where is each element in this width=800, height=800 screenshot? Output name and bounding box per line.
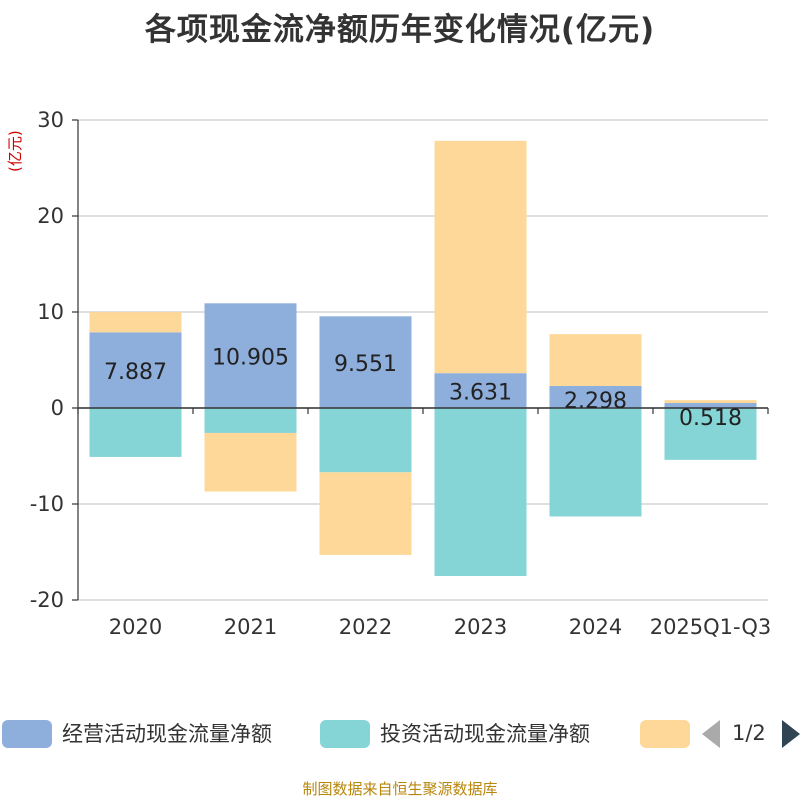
positive-bars bbox=[89, 140, 757, 408]
y-tick-label: 30 bbox=[37, 108, 64, 132]
y-tick-label: -10 bbox=[30, 492, 64, 516]
bar-series-1 bbox=[89, 332, 182, 408]
chart-title: 各项现金流净额历年变化情况(亿元) bbox=[144, 12, 656, 48]
y-tick-label: 10 bbox=[37, 300, 64, 324]
x-tick-label: 2022 bbox=[339, 615, 392, 639]
legend-prev-arrow-icon[interactable] bbox=[702, 720, 720, 748]
bar-series-3 bbox=[434, 140, 527, 374]
bar-series-3 bbox=[549, 334, 642, 386]
legend-swatch bbox=[640, 720, 690, 748]
bar-series-2 bbox=[664, 408, 757, 460]
bar-series-3 bbox=[89, 312, 182, 333]
data-source-note: 制图数据来自恒生聚源数据库 bbox=[302, 780, 498, 798]
legend-pager[interactable]: 1/2 bbox=[700, 718, 800, 748]
bar-series-1 bbox=[434, 373, 527, 408]
bar-series-1 bbox=[319, 316, 412, 408]
legend-label: 投资活动现金流量净额 bbox=[380, 722, 590, 746]
legend-swatch bbox=[320, 720, 370, 748]
x-tick-label: 2025Q1-Q3 bbox=[650, 615, 772, 639]
y-tick-label: 20 bbox=[37, 204, 64, 228]
legend-label: 经营活动现金流量净额 bbox=[62, 722, 272, 746]
bar-value-label: 3.631 bbox=[449, 381, 512, 406]
data-labels: 7.887 10.905 9.551 3.631 2.298 0.518 bbox=[104, 346, 742, 431]
bar-series-3 bbox=[319, 472, 412, 555]
bar-series-1 bbox=[549, 385, 642, 408]
axes: -20 -10 0 10 20 30 2020 2021 2022 2023 2024 2025Q1-… bbox=[30, 108, 772, 639]
bar-series-1 bbox=[664, 403, 757, 408]
bar-value-label: 10.905 bbox=[212, 346, 289, 371]
bar-value-label: 2.298 bbox=[564, 389, 627, 414]
bar-value-label: 7.887 bbox=[104, 360, 167, 385]
bar-series-2 bbox=[434, 408, 527, 576]
x-tick-label: 2021 bbox=[224, 615, 277, 639]
legend-swatch bbox=[2, 720, 52, 748]
bar-value-label: 0.518 bbox=[679, 406, 742, 431]
x-tick-label: 2023 bbox=[454, 615, 507, 639]
bar-series-2 bbox=[319, 408, 412, 473]
bar-value-label: 9.551 bbox=[334, 352, 397, 377]
negative-bars bbox=[89, 408, 757, 576]
bar-series-2 bbox=[89, 408, 182, 457]
bar-chart: -20 -10 0 10 20 30 2020 2021 2022 2023 2024 2025Q1-… bbox=[30, 108, 772, 639]
x-tick-label: 2024 bbox=[569, 615, 622, 639]
bar-series-3 bbox=[204, 432, 297, 492]
bar-series-2 bbox=[549, 408, 642, 517]
x-tick-label: 2020 bbox=[109, 615, 162, 639]
bar-series-2 bbox=[204, 408, 297, 433]
y-tick-label: -20 bbox=[30, 588, 64, 612]
y-tick-label: 0 bbox=[51, 396, 64, 420]
legend-page-number: 1/2 bbox=[732, 721, 766, 745]
bar-series-3 bbox=[664, 400, 757, 404]
legend: 经营活动现金流量净额 投资活动现金流量净额 bbox=[0, 712, 800, 756]
legend-next-arrow-icon[interactable] bbox=[782, 720, 800, 748]
bar-series-1 bbox=[204, 303, 297, 408]
